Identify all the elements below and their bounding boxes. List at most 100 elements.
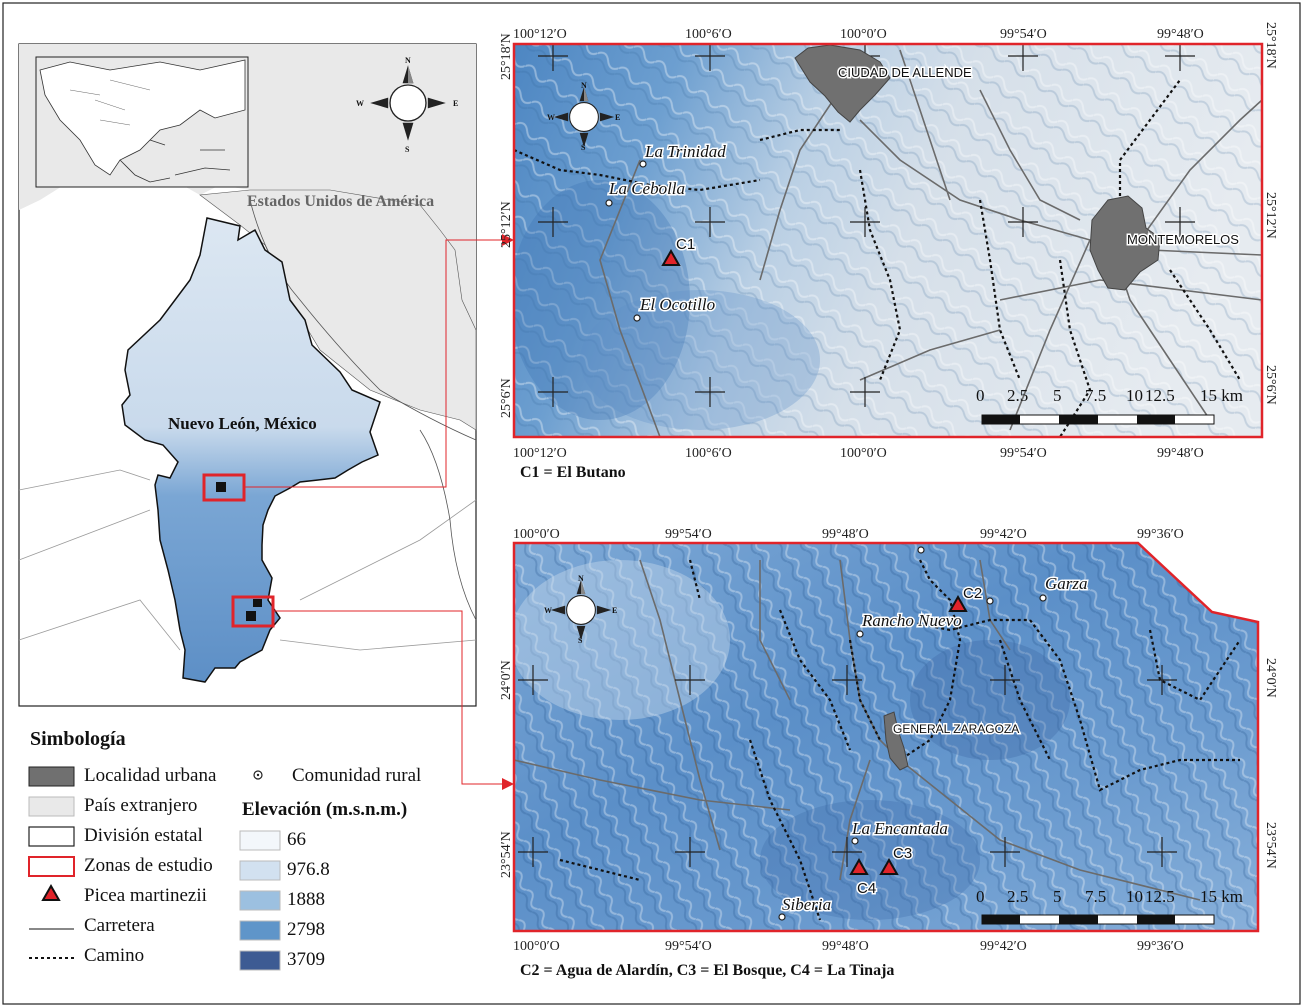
scale-label: 12.5	[1145, 386, 1175, 405]
compass-s: S	[405, 145, 410, 154]
elevation-value: 976.8	[287, 859, 330, 880]
bot-y-tick-right: 24°0′N	[1263, 658, 1278, 698]
community-rancho-nuevo: Rancho Nuevo	[861, 611, 962, 630]
bot-x-tick: 100°0′O	[513, 527, 560, 542]
legend-symbols	[28, 766, 263, 959]
elevation-swatch	[239, 920, 281, 941]
community-la-encantada: La Encantada	[851, 819, 948, 838]
bot-x-tick-bottom: 99°36′O	[1137, 939, 1184, 954]
top-x-tick-bottom: 99°48′O	[1157, 446, 1204, 461]
compass-w-top: W	[547, 113, 555, 122]
scale-label: 2.5	[1007, 887, 1028, 906]
top-x-tick-bottom: 100°0′O	[840, 446, 887, 461]
scale-label: 15 km	[1200, 887, 1243, 906]
top-x-tick: 100°6′O	[685, 27, 732, 42]
compass-e-bot: E	[612, 606, 617, 615]
elevation-value: 3709	[287, 949, 325, 970]
compass-e-top: E	[615, 113, 620, 122]
elevation-value: 2798	[287, 919, 325, 940]
site-c1: C1	[676, 236, 695, 253]
compass-n-top: N	[581, 81, 587, 90]
bot-x-tick: 99°48′O	[822, 527, 869, 542]
legend-item-urban: Localidad urbana	[84, 765, 217, 786]
compass-w: W	[356, 99, 364, 108]
nuevo-leon-state	[121, 217, 381, 683]
bot-x-tick: 99°36′O	[1137, 527, 1184, 542]
scale-label: 12.5	[1145, 887, 1175, 906]
site-c4: C4	[857, 880, 876, 897]
legend-item-rural: Comunidad rural	[292, 765, 422, 786]
legend-item-road: Carretera	[84, 915, 155, 936]
site-c2: C2	[963, 585, 982, 602]
city-ciudad-de-allende: CIUDAD DE ALLENDE	[838, 65, 972, 80]
legend-item-state: División estatal	[84, 825, 203, 846]
top-x-tick: 100°12′O	[513, 27, 567, 42]
compass-s-top: S	[581, 143, 586, 152]
bot-y-tick-right: 23°54′N	[1263, 822, 1278, 869]
bot-x-tick: 99°42′O	[980, 527, 1027, 542]
scale-label: 2.5	[1007, 386, 1028, 405]
elevation-value: 1888	[287, 889, 325, 910]
rural-community-markers	[605, 160, 1047, 921]
top-y-tick-left: 25°12′N	[499, 201, 514, 248]
picea-sites	[661, 248, 968, 875]
legend-item-trail: Camino	[84, 945, 145, 966]
scale-label: 5	[1053, 386, 1062, 405]
bot-y-tick-left: 23°54′N	[499, 831, 514, 878]
compass-n-bot: N	[578, 574, 584, 583]
bot-y-tick-left: 24°0′N	[499, 660, 514, 700]
scale-label: 7.5	[1085, 386, 1106, 405]
caption-bottom: C2 = Agua de Alardín, C3 = El Bosque, C4…	[520, 962, 894, 979]
top-panel-map	[512, 42, 1264, 439]
scale-label: 10	[1126, 386, 1143, 405]
bot-x-tick-bottom: 100°0′O	[513, 939, 560, 954]
legend-item-study-zones: Zonas de estudio	[84, 855, 213, 876]
top-x-tick: 99°54′O	[1000, 27, 1047, 42]
scale-bar-bottom	[981, 914, 1215, 925]
compass-w-bot: W	[544, 606, 552, 615]
top-x-tick-bottom: 100°6′O	[685, 446, 732, 461]
overview-map	[18, 43, 477, 707]
scale-label: 5	[1053, 887, 1062, 906]
label-nuevo-leon: Nuevo León, México	[168, 414, 317, 433]
top-x-tick-bottom: 100°12′O	[513, 446, 567, 461]
compass-n: N	[405, 56, 411, 65]
label-usa: Estados Unidos de América	[247, 193, 434, 210]
top-y-tick-right: 25°6′N	[1263, 365, 1278, 405]
elevation-swatch	[239, 950, 281, 971]
top-x-tick: 100°0′O	[840, 27, 887, 42]
urban-general-zaragoza	[883, 711, 909, 771]
scale-label: 15 km	[1200, 386, 1243, 405]
top-y-tick-right: 25°12′N	[1263, 192, 1278, 239]
top-y-tick-left: 25°18′N	[499, 33, 514, 80]
compass-s-bot: S	[578, 636, 583, 645]
elevation-swatch	[239, 830, 281, 851]
legend-elevation-title: Elevación (m.s.n.m.)	[242, 799, 408, 820]
site-c3: C3	[893, 845, 912, 862]
legend-item-picea: Picea martinezii	[84, 885, 207, 906]
elevation-swatch	[239, 890, 281, 911]
scale-label: 0	[976, 386, 985, 405]
elevation-value: 66	[287, 829, 306, 850]
legend-item-foreign: País extranjero	[84, 795, 198, 816]
urban-montemorelos	[1089, 195, 1161, 291]
community-la-trinidad: La Trinidad	[644, 142, 726, 161]
top-y-tick-right: 25°18′N	[1263, 22, 1278, 69]
bot-x-tick-bottom: 99°54′O	[665, 939, 712, 954]
elevation-swatches	[239, 830, 281, 971]
bot-x-tick: 99°54′O	[665, 527, 712, 542]
bot-x-tick-bottom: 99°42′O	[980, 939, 1027, 954]
top-x-tick-bottom: 99°54′O	[1000, 446, 1047, 461]
legend-title: Simbología	[30, 728, 126, 750]
community-el-ocotillo: El Ocotillo	[639, 295, 715, 314]
city-general-zaragoza: GENERAL ZARAGOZA	[893, 722, 1019, 736]
scale-label: 0	[976, 887, 985, 906]
city-montemorelos: MONTEMORELOS	[1127, 232, 1239, 247]
community-la-cebolla: La Cebolla	[608, 179, 685, 198]
community-siberia: Siberia	[782, 895, 831, 914]
scale-bar-top	[981, 414, 1215, 425]
community-garza: Garza	[1045, 574, 1088, 593]
top-y-tick-left: 25°6′N	[499, 378, 514, 418]
top-x-tick: 99°48′O	[1157, 27, 1204, 42]
